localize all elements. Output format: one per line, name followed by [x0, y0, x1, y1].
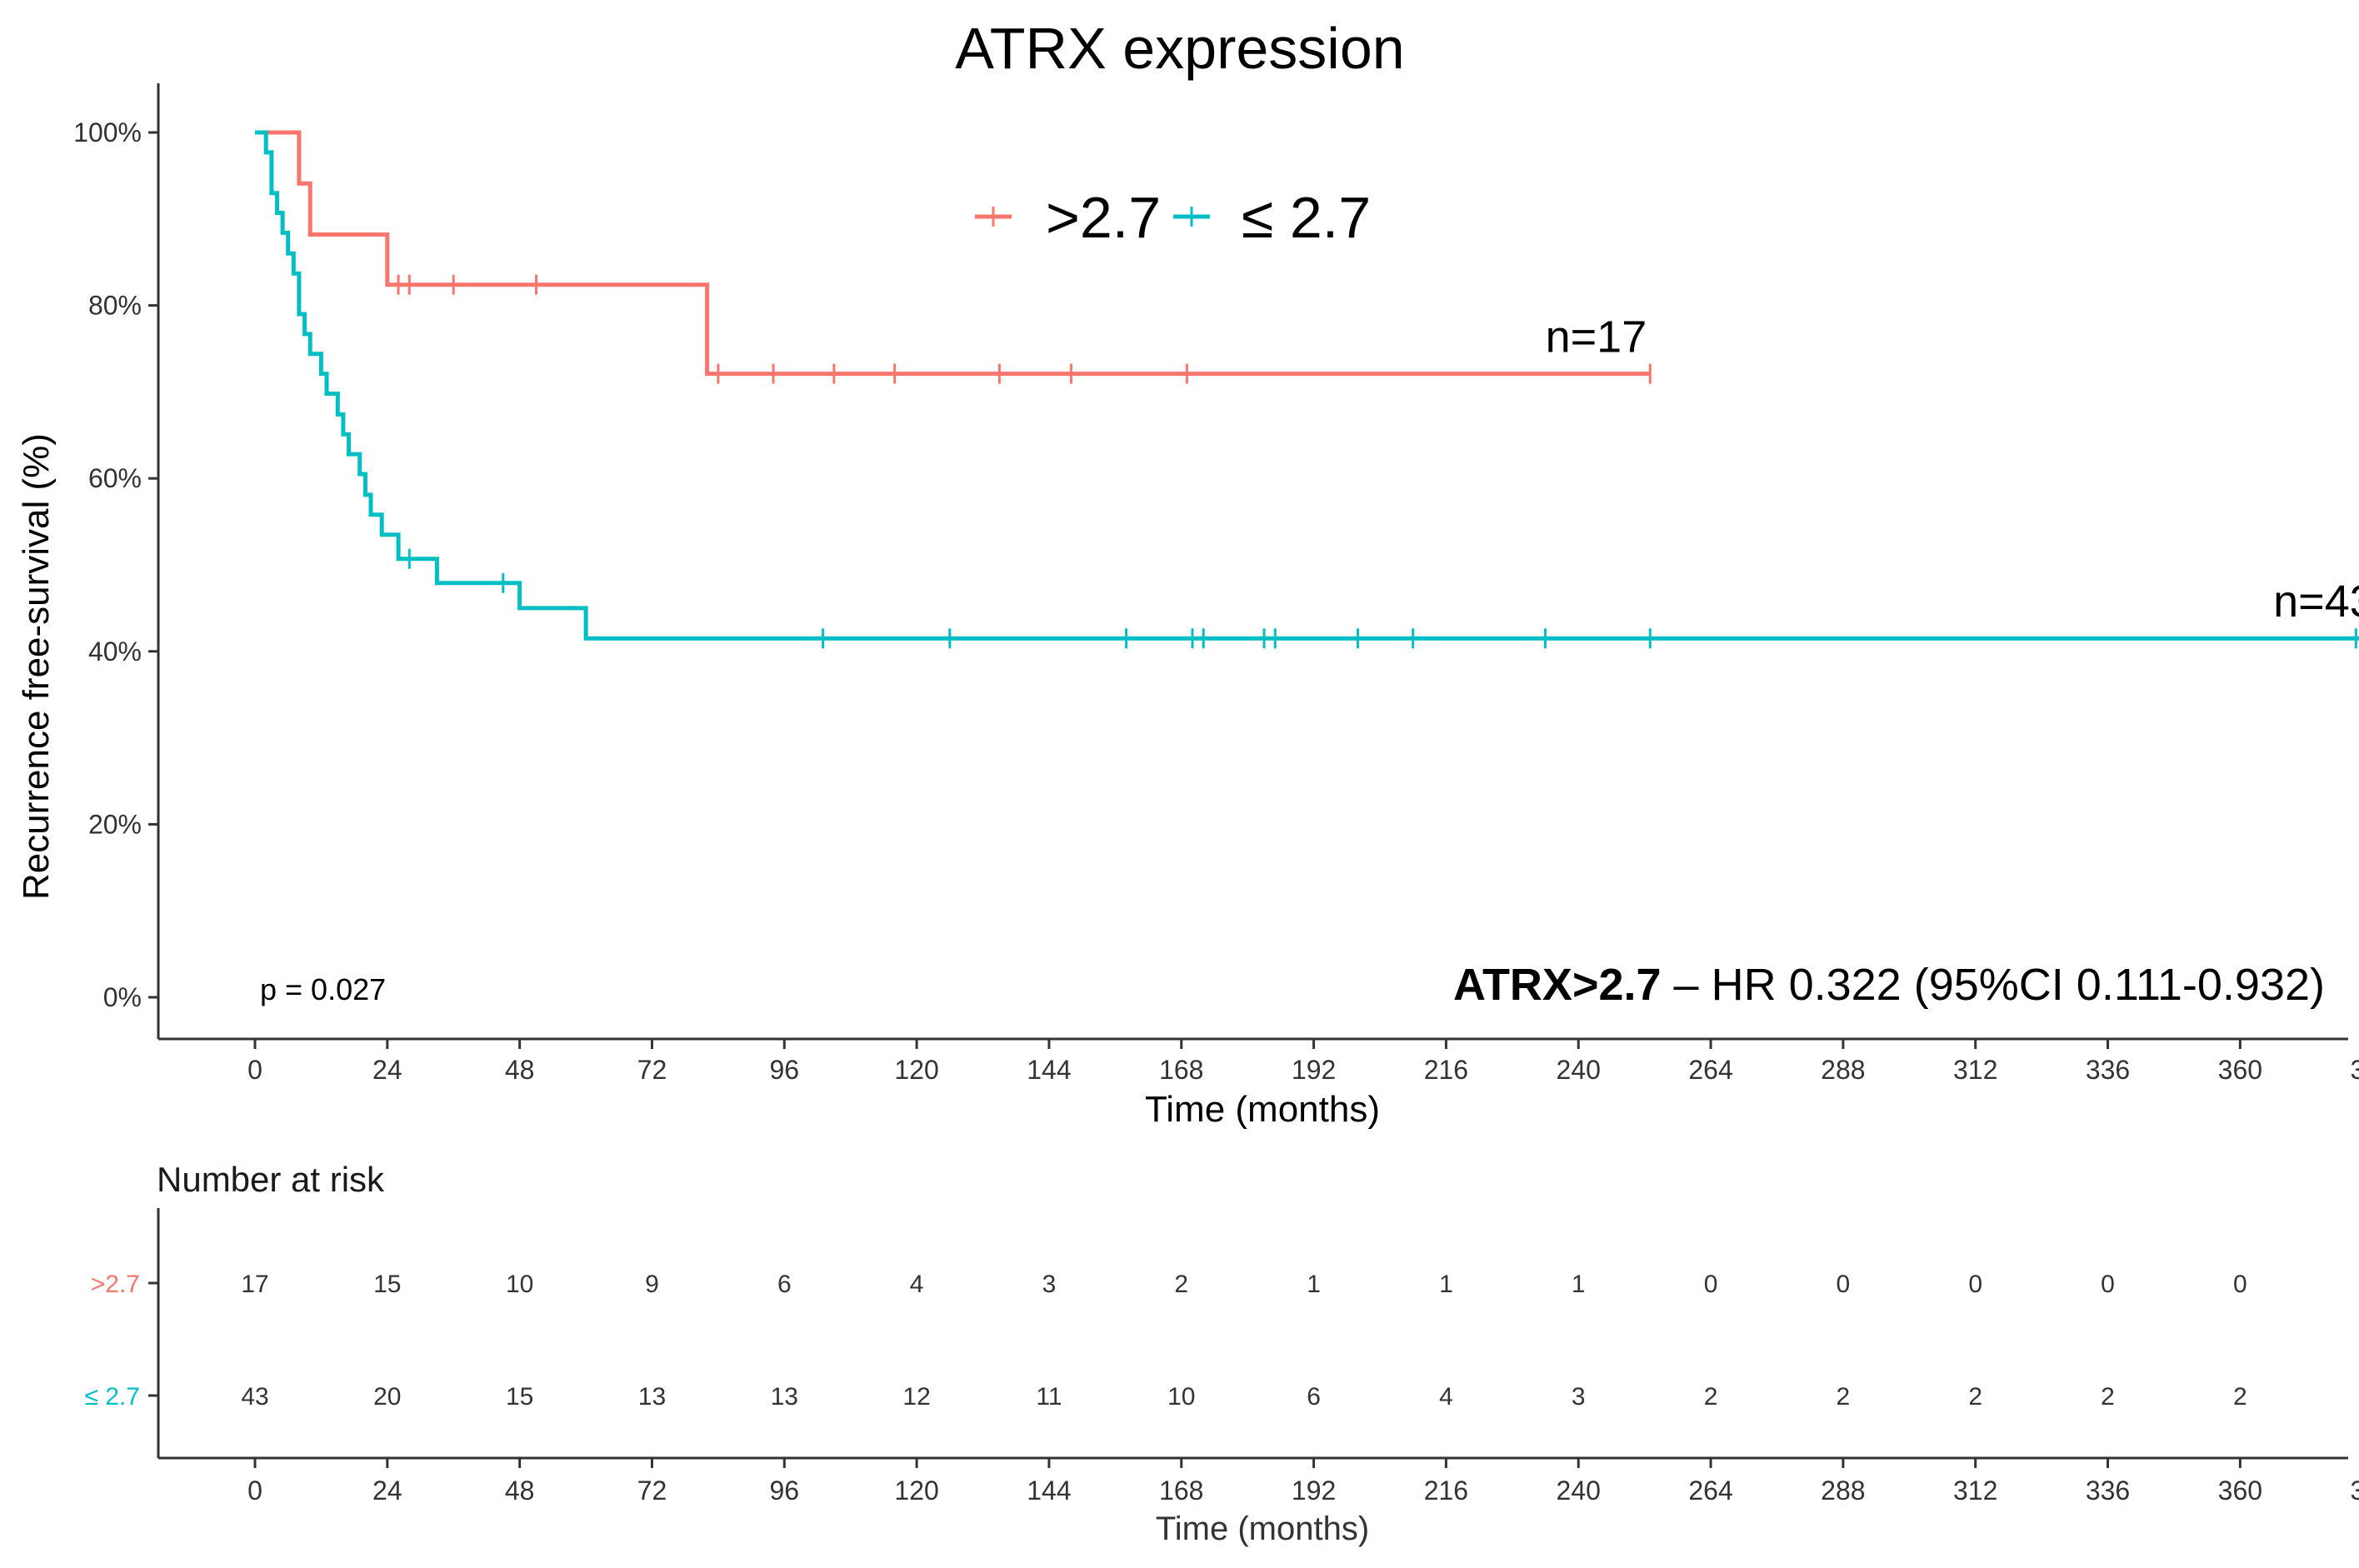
risk-count: 2	[1174, 1271, 1188, 1298]
risk-x-tick-label: 168	[1159, 1476, 1203, 1506]
x-tick-label: 312	[1953, 1055, 1997, 1085]
risk-count: 17	[241, 1271, 268, 1298]
risk-x-tick-label: 216	[1424, 1476, 1468, 1506]
x-tick-label: 288	[1821, 1055, 1865, 1085]
risk-count: 2	[2233, 1383, 2247, 1411]
x-tick-label: 192	[1292, 1055, 1336, 1085]
risk-count: 0	[2101, 1271, 2115, 1298]
risk-count: 13	[638, 1383, 666, 1411]
risk-count: 1	[1572, 1271, 1586, 1298]
survival-curve-low	[255, 130, 2359, 641]
risk-x-tick-label: 336	[2086, 1476, 2130, 1506]
risk-count: 6	[777, 1271, 792, 1298]
risk-count: 0	[1704, 1271, 1718, 1298]
n-label-low: n=43	[2273, 577, 2359, 627]
risk-x-tick-label: 240	[1557, 1476, 1601, 1506]
survival-curve-high	[255, 130, 1651, 377]
risk-x-tick-label: 288	[1821, 1476, 1865, 1506]
x-tick-label: 168	[1159, 1055, 1203, 1085]
risk-count: 10	[1167, 1383, 1195, 1411]
x-tick-label: 96	[769, 1055, 799, 1085]
risk-x-tick-label: 264	[1688, 1476, 1732, 1506]
risk-count: 2	[1837, 1383, 1851, 1411]
legend-label-low: ≤ 2.7	[1242, 185, 1371, 250]
risk-table: >2.7171510964321110000000≤ 2.74320151313…	[84, 1208, 2359, 1506]
risk-count: 11	[1036, 1383, 1062, 1411]
risk-count: 2	[2101, 1383, 2115, 1411]
risk-x-tick-label: 24	[372, 1476, 402, 1506]
risk-count: 10	[506, 1271, 533, 1298]
risk-count: 0	[1968, 1271, 1982, 1298]
risk-count: 6	[1307, 1383, 1321, 1411]
risk-count: 15	[373, 1271, 401, 1298]
x-axis-label: Time (months)	[1145, 1089, 1380, 1130]
x-tick-label: 120	[894, 1055, 938, 1085]
risk-x-tick-label: 192	[1292, 1476, 1336, 1506]
x-tick-label: 216	[1424, 1055, 1468, 1085]
risk-count: 20	[373, 1383, 401, 1411]
risk-row-label: ≤ 2.7	[84, 1383, 140, 1411]
p-value-annotation: p = 0.027	[260, 972, 386, 1006]
risk-count: 2	[1704, 1383, 1718, 1411]
risk-row-label: >2.7	[91, 1271, 140, 1298]
x-tick-label: 0	[247, 1055, 262, 1085]
risk-x-tick-label: 120	[894, 1476, 938, 1506]
risk-count: 13	[771, 1383, 798, 1411]
risk-count: 4	[910, 1271, 924, 1298]
risk-count: 43	[241, 1383, 268, 1411]
x-tick-label: 24	[372, 1055, 402, 1085]
series-high	[255, 130, 1652, 384]
y-tick-label: 60%	[88, 463, 142, 493]
y-tick-label: 20%	[88, 809, 142, 839]
risk-x-tick-label: 72	[637, 1476, 667, 1506]
hazard-ratio-bold: ATRX>2.7	[1453, 960, 1662, 1010]
risk-count: 1	[1439, 1271, 1453, 1298]
y-axis-label: Recurrence free-survival (%)	[16, 433, 57, 900]
n-label-high: n=17	[1546, 312, 1647, 362]
risk-count: 3	[1572, 1383, 1586, 1411]
risk-x-tick-label: 384	[2350, 1476, 2359, 1506]
risk-count: 12	[902, 1383, 930, 1411]
y-tick-label: 100%	[73, 117, 142, 147]
risk-table-title: Number at risk	[157, 1160, 385, 1199]
hazard-ratio-annotation: ATRX>2.7 – HR 0.322 (95%CI 0.111-0.932)	[1453, 960, 2325, 1010]
x-tick-label: 144	[1027, 1055, 1071, 1085]
risk-x-tick-label: 360	[2218, 1476, 2262, 1506]
risk-x-tick-label: 144	[1027, 1476, 1071, 1506]
chart-title: ATRX expression	[955, 16, 1404, 81]
x-tick-label: 384	[2350, 1055, 2359, 1085]
risk-count: 9	[645, 1271, 659, 1298]
risk-count: 15	[506, 1383, 533, 1411]
x-tick-label: 72	[637, 1055, 667, 1085]
x-tick-label: 360	[2218, 1055, 2262, 1085]
y-tick-label: 0%	[103, 982, 142, 1012]
hazard-ratio-rest: – HR 0.322 (95%CI 0.111-0.932)	[1662, 960, 2325, 1010]
risk-count: 3	[1042, 1271, 1057, 1298]
y-tick-label: 40%	[88, 637, 142, 667]
risk-count: 2	[1968, 1383, 1982, 1411]
risk-x-tick-label: 96	[769, 1476, 799, 1506]
risk-count: 1	[1307, 1271, 1321, 1298]
risk-count: 4	[1439, 1383, 1453, 1411]
x-tick-label: 240	[1557, 1055, 1601, 1085]
survival-plot: 0% 20% 40% 60% 80% 100% 0 24 48 72 96 120 144 168 192 2…	[73, 83, 2359, 1085]
x-tick-label: 48	[505, 1055, 535, 1085]
series-low	[255, 130, 2359, 649]
risk-count: 0	[1837, 1271, 1851, 1298]
risk-x-tick-label: 0	[247, 1476, 262, 1506]
risk-count: 0	[2233, 1271, 2247, 1298]
risk-x-tick-label: 48	[505, 1476, 535, 1506]
risk-x-tick-label: 312	[1953, 1476, 1997, 1506]
legend: >2.7 ≤ 2.7	[975, 185, 1371, 250]
x-tick-label: 264	[1688, 1055, 1732, 1085]
y-tick-label: 80%	[88, 291, 142, 321]
legend-label-high: >2.7	[1046, 185, 1161, 250]
risk-table-x-label: Time (months)	[1156, 1511, 1369, 1547]
x-tick-label: 336	[2086, 1055, 2130, 1085]
